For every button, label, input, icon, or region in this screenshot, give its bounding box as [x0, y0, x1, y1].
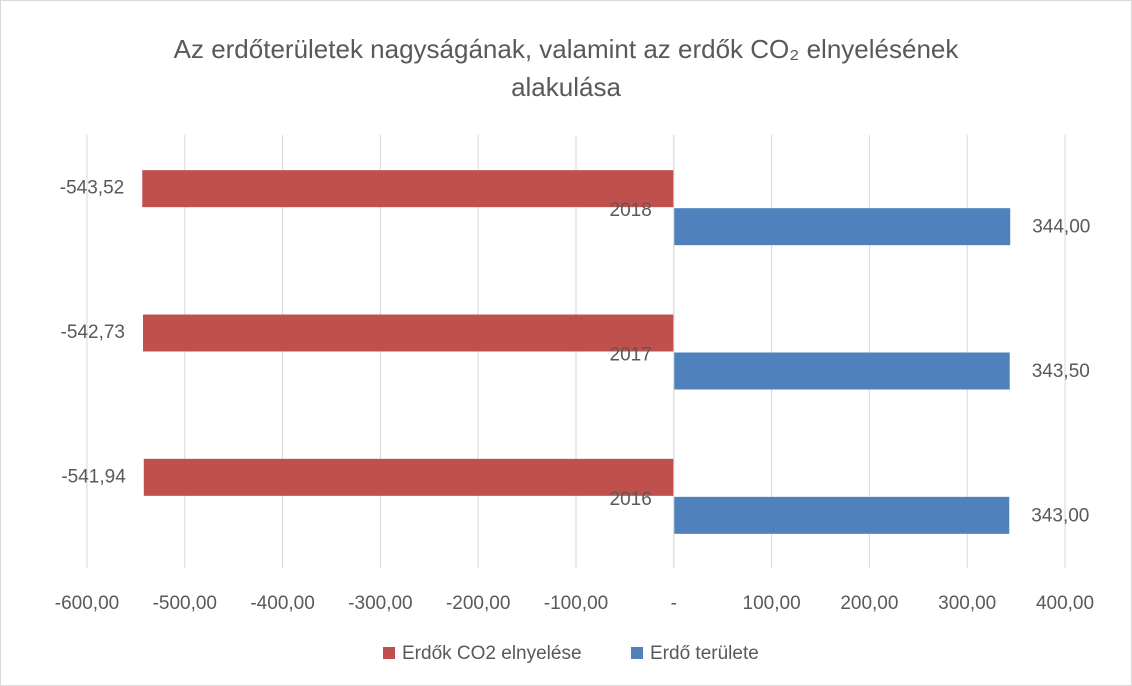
- x-tick-label: -: [671, 593, 677, 614]
- bar: [142, 170, 674, 208]
- bar: [673, 496, 1010, 534]
- data-label: 344,00: [1032, 217, 1090, 238]
- data-label: -543,52: [60, 178, 124, 199]
- bar: [673, 352, 1010, 390]
- legend-label: Erdő területe: [650, 643, 759, 664]
- data-label: -541,94: [61, 466, 126, 487]
- x-tick-label: -100,00: [544, 593, 608, 614]
- bar: [143, 314, 674, 352]
- data-label: 343,50: [1032, 361, 1090, 382]
- x-tick-label: -300,00: [348, 593, 412, 614]
- legend-label: Erdők CO2 elnyelése: [402, 643, 582, 664]
- x-tick-label: -500,00: [153, 593, 217, 614]
- chart-title: Az erdőterületek nagyságának, valamint a…: [173, 34, 959, 102]
- x-tick-label: 300,00: [938, 593, 996, 614]
- y-tick-label: 2017: [610, 345, 652, 366]
- y-tick-label: 2018: [610, 200, 652, 221]
- legend-swatch: [631, 647, 643, 659]
- data-label: -542,73: [61, 322, 125, 343]
- x-tick-label: 100,00: [743, 593, 801, 614]
- x-tick-label: -400,00: [250, 593, 314, 614]
- bar: [673, 208, 1011, 246]
- x-tick-label: -600,00: [55, 593, 119, 614]
- x-tick-label: 400,00: [1036, 593, 1094, 614]
- x-tick-label: -200,00: [446, 593, 510, 614]
- bar: [143, 458, 674, 496]
- y-tick-label: 2016: [610, 489, 652, 510]
- data-label: 343,00: [1031, 505, 1089, 526]
- x-tick-label: 200,00: [840, 593, 898, 614]
- legend-swatch: [383, 647, 395, 659]
